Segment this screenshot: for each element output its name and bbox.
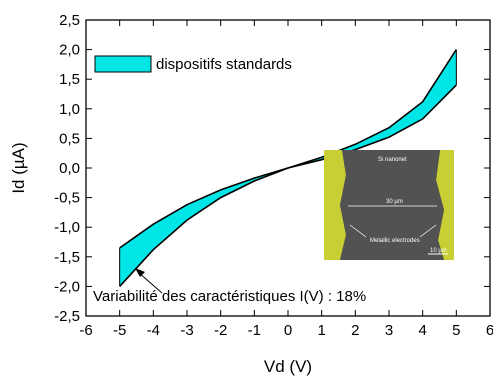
y-tick-label: -0,5: [54, 190, 80, 207]
y-tick-label: -1,0: [54, 219, 80, 236]
y-tick-label: 2,5: [59, 12, 80, 29]
x-tick-label: -1: [248, 322, 261, 339]
annotation: Variabilité des caractéristiques I(V) : …: [93, 268, 366, 305]
x-tick-label: -6: [79, 322, 92, 339]
y-tick-label: 1,5: [59, 71, 80, 88]
x-tick-label: 4: [418, 322, 426, 339]
inset-label-mid: 30 µm: [386, 199, 403, 205]
lower-curve: [119, 84, 457, 287]
x-tick-label: 3: [385, 322, 393, 339]
legend: dispositifs standards: [94, 55, 292, 73]
band-layer: [119, 49, 457, 287]
inset-label-electrodes: Metallic electrodes: [370, 238, 420, 244]
y-tick-label: 0,5: [59, 130, 80, 147]
y-axis-title: Id (µA): [9, 142, 28, 193]
y-tick-label: -2,5: [54, 308, 80, 325]
x-tick-label: 6: [486, 322, 493, 339]
inset-scale-bar: 10 µm: [430, 248, 447, 254]
x-tick-label: -4: [147, 322, 160, 339]
y-tick-label: 0,0: [59, 160, 80, 177]
inset-image: Si nanonet 30 µm Metallic electrodes 10 …: [324, 150, 454, 260]
inset-label-top: Si nanonet: [378, 157, 407, 163]
x-axis-title: Vd (V): [264, 357, 312, 376]
x-tick-label: 5: [452, 322, 460, 339]
legend-swatch: [94, 55, 152, 73]
x-tick-label: -2: [214, 322, 227, 339]
x-tick-label: -5: [113, 322, 126, 339]
y-tick-label: -1,5: [54, 249, 80, 266]
y-tick-label: 2,0: [59, 42, 80, 59]
x-tick-label: 2: [351, 322, 359, 339]
x-tick-label: -3: [180, 322, 193, 339]
annotation-text: Variabilité des caractéristiques I(V) : …: [93, 288, 366, 305]
y-tick-label: -2,0: [54, 278, 80, 295]
x-tick-label: 0: [284, 322, 292, 339]
ticks-layer: -6 -5 -4 -3 -2 -1 0 1 2 3 4 5 6 -2,5 -2,0 -1,5 -1,0 -0,5 0…: [54, 12, 493, 339]
y-tick-label: 1,0: [59, 101, 80, 118]
x-tick-label: 1: [317, 322, 325, 339]
plot-frame: [85, 19, 491, 317]
legend-label: dispositifs standards: [156, 56, 292, 73]
